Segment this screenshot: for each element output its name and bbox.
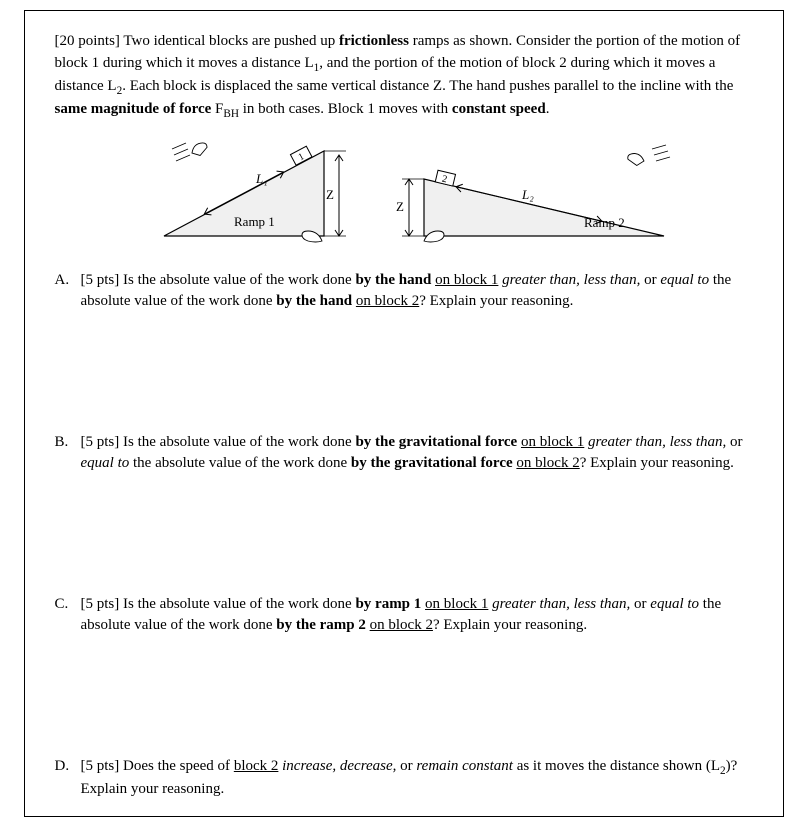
question-d: D. [5 pts] Does the speed of block 2 inc… [55,756,753,801]
ramp2-group: Ramp 2 Z L₂ 2 [396,145,670,242]
question-body: Is the absolute value of the work done b… [81,434,743,471]
ramp2-z-label: Z [396,199,404,214]
ramp2-label: Ramp 2 [584,215,625,230]
question-c: C. [5 pts] Is the absolute value of the … [55,594,753,636]
points-label: [20 points] [55,33,120,49]
question-body: Is the absolute value of the work done b… [81,596,722,633]
intro-text: Two identical blocks are pushed up frict… [55,33,741,117]
ramp1-group: Ramp 1 Z L₁ 1 [164,140,346,242]
ramps-figure: Ramp 1 Z L₁ 1 [55,131,753,256]
ramps-svg: Ramp 1 Z L₁ 1 [124,131,684,251]
question-body: Is the absolute value of the work done b… [81,272,732,309]
ramp1-L-label: L₁ [255,171,268,186]
hand-icon [626,152,645,167]
question-points: [5 pts] [81,758,120,774]
ramp1-label: Ramp 1 [234,214,275,229]
ramp1-z-label: Z [326,187,334,202]
question-text: [5 pts] Is the absolute value of the wor… [81,594,753,636]
question-letter: A. [55,270,81,312]
question-letter: B. [55,432,81,474]
question-text: [5 pts] Is the absolute value of the wor… [81,270,753,312]
question-b: B. [5 pts] Is the absolute value of the … [55,432,753,474]
ramp2-L-label: L₂ [521,187,534,202]
hand-icon [189,140,209,158]
question-points: [5 pts] [81,272,120,288]
page-frame: [20 points] Two identical blocks are pus… [24,10,784,817]
motion-lines [652,145,670,161]
question-points: [5 pts] [81,434,120,450]
question-letter: C. [55,594,81,636]
motion-lines [172,143,190,161]
question-list: A. [5 pts] Is the absolute value of the … [55,270,753,801]
question-body: Does the speed of block 2 increase, decr… [81,758,738,798]
question-a: A. [5 pts] Is the absolute value of the … [55,270,753,312]
question-text: [5 pts] Is the absolute value of the wor… [81,432,753,474]
question-text: [5 pts] Does the speed of block 2 increa… [81,756,753,801]
problem-statement: [20 points] Two identical blocks are pus… [55,31,753,123]
question-letter: D. [55,756,81,801]
question-points: [5 pts] [81,596,120,612]
